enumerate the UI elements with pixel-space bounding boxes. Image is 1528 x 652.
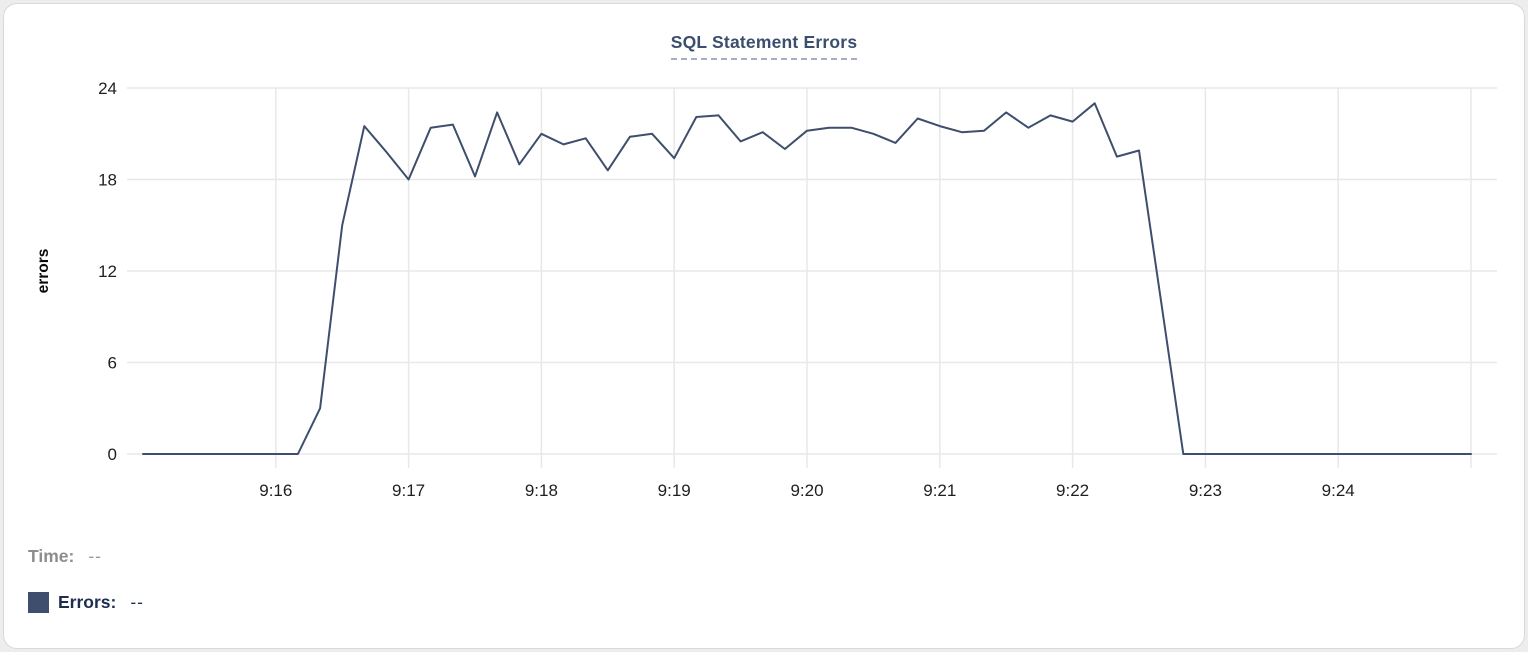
legend-time-label: Time: xyxy=(28,546,75,566)
x-tick-label: 9:18 xyxy=(525,481,558,500)
x-tick-label: 9:24 xyxy=(1322,481,1355,500)
y-axis-title: errors xyxy=(35,249,52,294)
x-tick-label: 9:21 xyxy=(923,481,956,500)
x-tick-label: 9:22 xyxy=(1056,481,1089,500)
x-tick-label: 9:19 xyxy=(658,481,691,500)
sql-errors-line-chart[interactable]: 0 6 12 18 24 9:16 9:17 9:18 9:19 9:20 9:21 9:22 9:23… xyxy=(3,4,1525,514)
legend-row-time: Time: -- xyxy=(28,546,102,567)
chart-card: SQL Statement Errors 0 6 12 18 24 9:16 9:17 9:1… xyxy=(3,3,1525,649)
y-tick-label: 0 xyxy=(108,445,117,464)
chart-title-wrap: SQL Statement Errors xyxy=(4,32,1524,60)
errors-series-swatch-icon xyxy=(28,592,49,613)
legend-time-value: -- xyxy=(88,546,103,566)
x-tick-label: 9:23 xyxy=(1189,481,1222,500)
x-tick-label: 9:17 xyxy=(392,481,425,500)
y-tick-label: 12 xyxy=(98,262,117,281)
x-tick-label: 9:20 xyxy=(790,481,823,500)
x-tick-label: 9:16 xyxy=(259,481,292,500)
y-tick-label: 24 xyxy=(98,79,117,98)
errors-series-line[interactable] xyxy=(142,102,1472,455)
legend-errors-value: -- xyxy=(130,592,145,612)
legend-errors-label: Errors: xyxy=(58,592,117,612)
y-tick-label: 6 xyxy=(108,354,117,373)
legend-row-errors: Errors: -- xyxy=(28,592,144,613)
chart-title[interactable]: SQL Statement Errors xyxy=(670,32,858,60)
y-tick-label: 18 xyxy=(98,171,117,190)
